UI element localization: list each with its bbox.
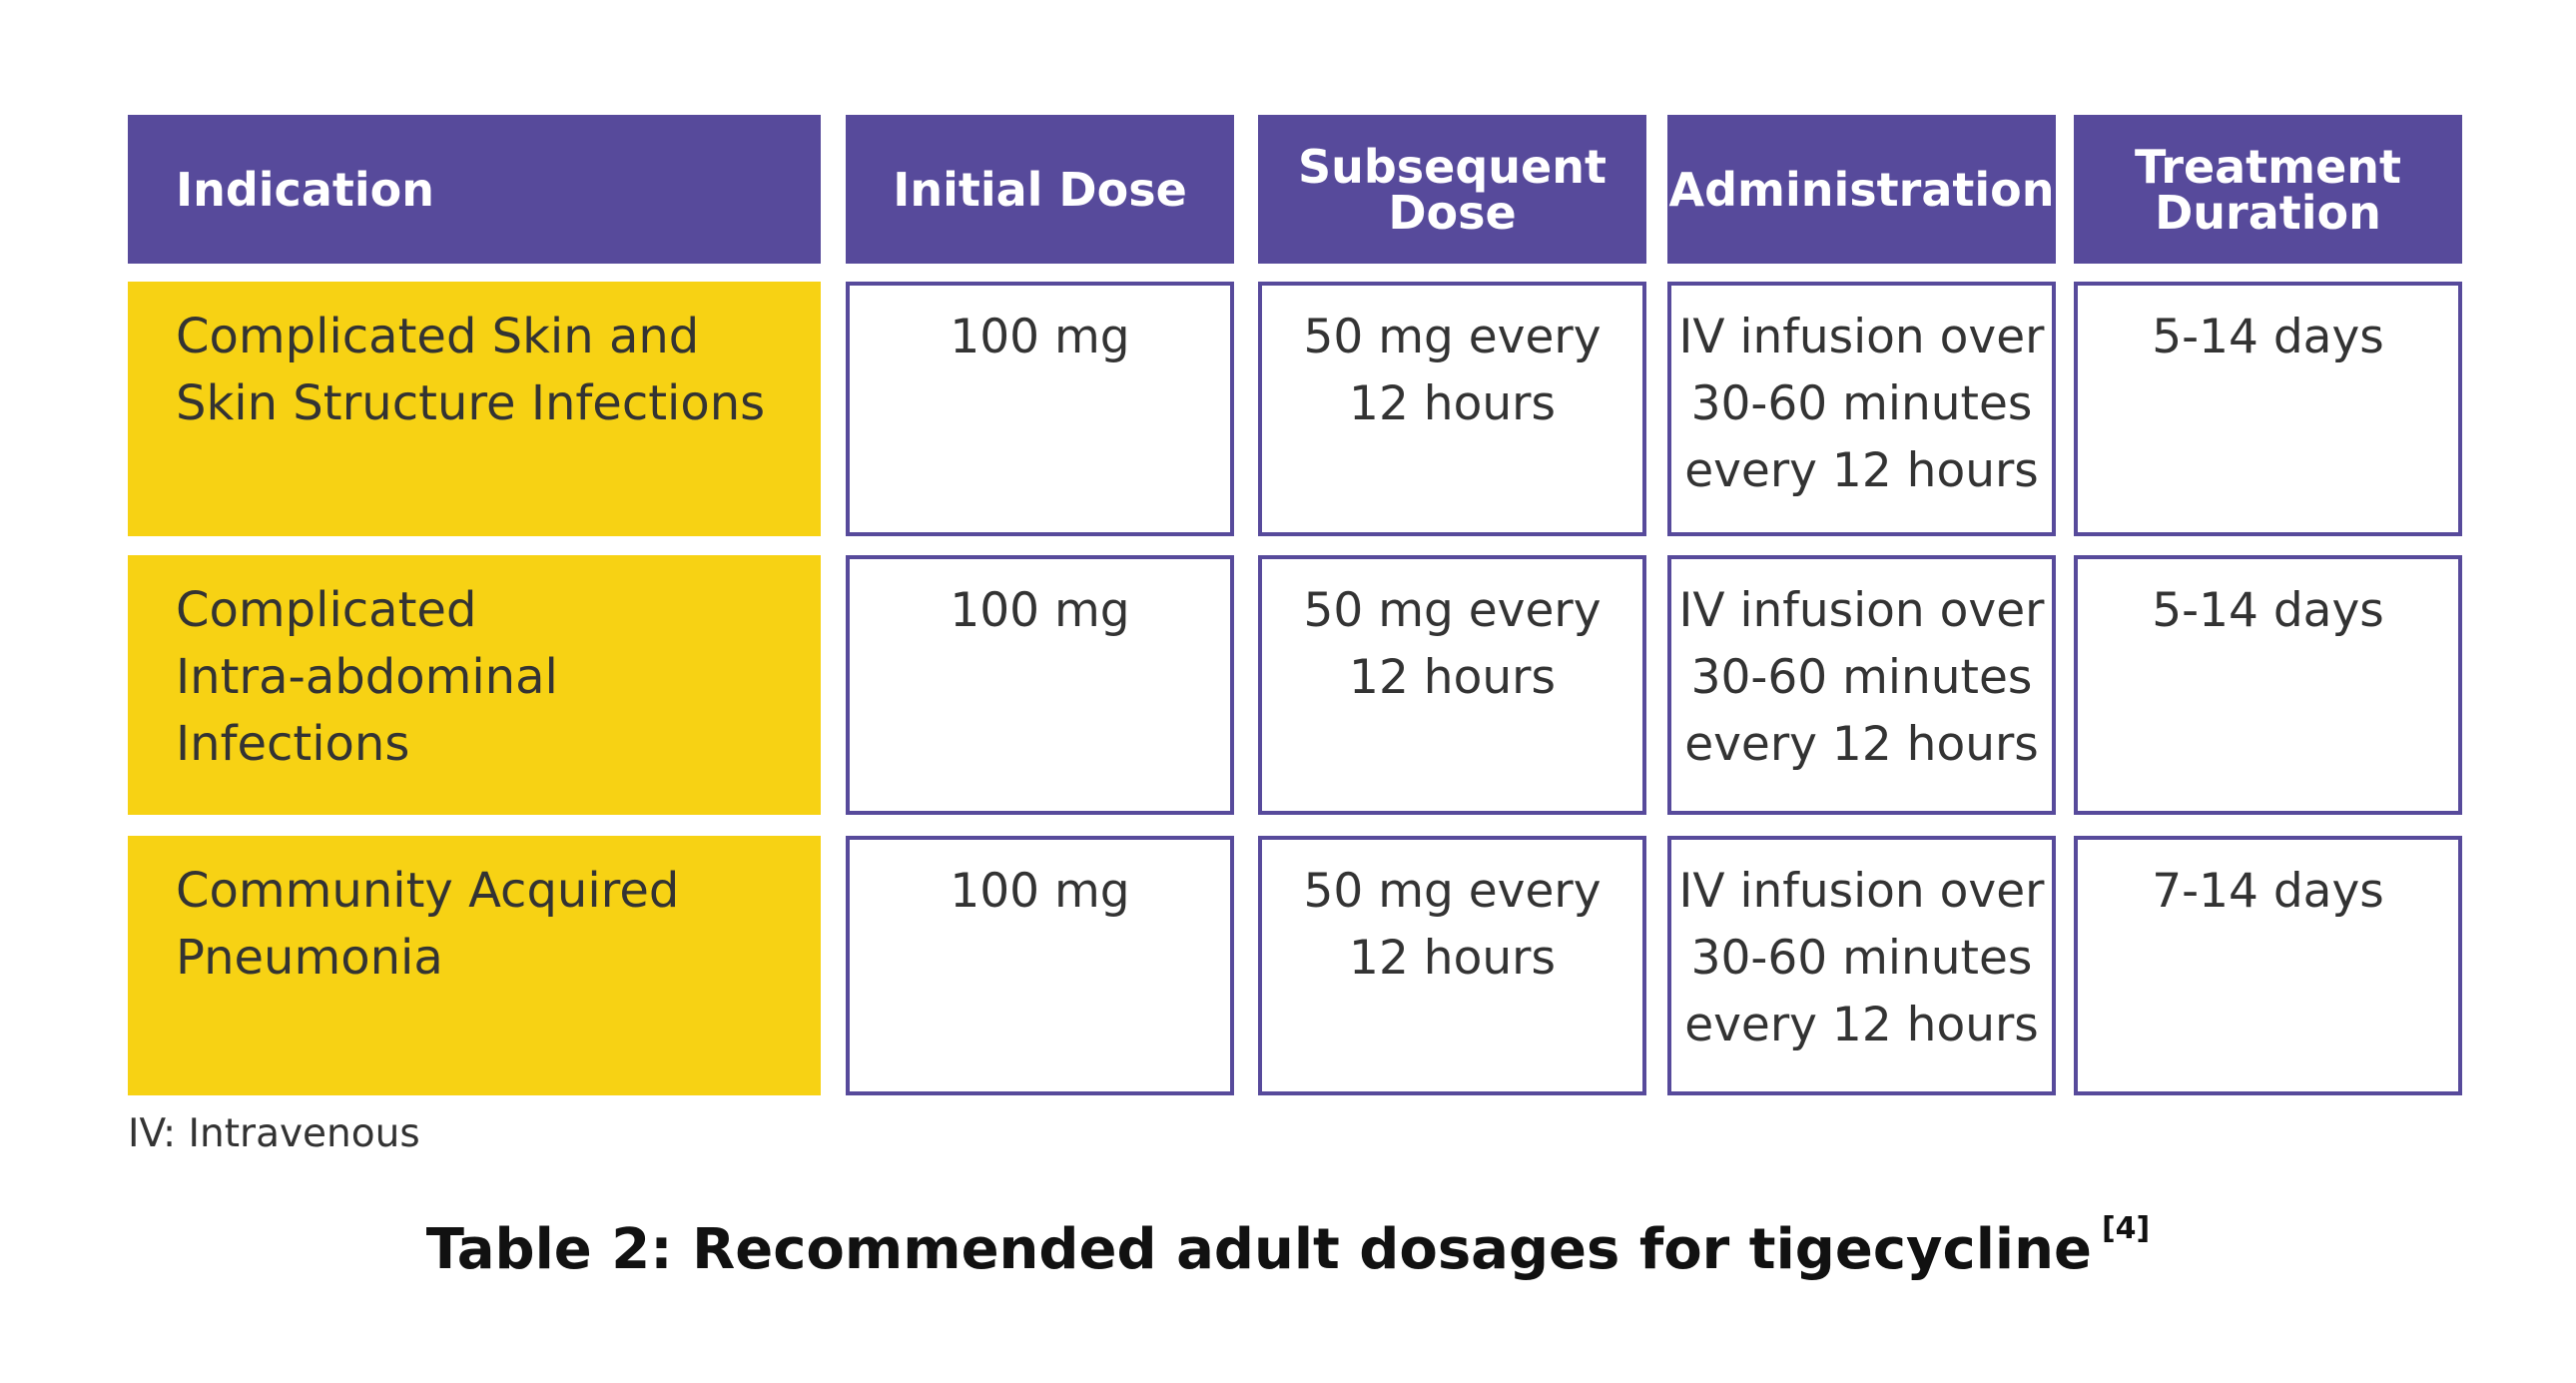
row-3-duration: 7-14 days [2074, 836, 2462, 1095]
row-3-initial-dose: 100 mg [846, 836, 1234, 1095]
row-2-initial-dose: 100 mg [846, 555, 1234, 815]
row-1-subsequent-dose: 50 mg every 12 hours [1258, 282, 1646, 536]
table-caption: Table 2: Recommended adult dosages for t… [0, 1211, 2576, 1282]
caption-reference: [4] [2101, 1211, 2151, 1246]
header-subsequent-dose: Subsequent Dose [1258, 115, 1646, 264]
header-indication: Indication [128, 115, 821, 264]
row-2-indication: Complicated Intra-abdominal Infections [128, 555, 821, 815]
header-indication-label: Indication [176, 162, 434, 217]
row-2-administration: IV infusion over 30-60 minutes every 12 … [1667, 555, 2056, 815]
row-1-initial-dose: 100 mg [846, 282, 1234, 536]
row-1-administration: IV infusion over 30-60 minutes every 12 … [1667, 282, 2056, 536]
header-initial-dose-label: Initial Dose [893, 162, 1187, 217]
row-3-administration: IV infusion over 30-60 minutes every 12 … [1667, 836, 2056, 1095]
row-3-indication: Community Acquired Pneumonia [128, 836, 821, 1095]
row-2-duration: 5-14 days [2074, 555, 2462, 815]
row-3-subsequent-dose: 50 mg every 12 hours [1258, 836, 1646, 1095]
caption-text: Table 2: Recommended adult dosages for t… [425, 1217, 2092, 1282]
header-subsequent-dose-label: Subsequent Dose [1298, 139, 1607, 240]
header-administration-label: Administration [1668, 162, 2055, 217]
row-1-duration: 5-14 days [2074, 282, 2462, 536]
header-initial-dose: Initial Dose [846, 115, 1234, 264]
row-1-indication: Complicated Skin and Skin Structure Infe… [128, 282, 821, 536]
row-2-subsequent-dose: 50 mg every 12 hours [1258, 555, 1646, 815]
header-administration: Administration [1667, 115, 2056, 264]
header-treatment-duration: Treatment Duration [2074, 115, 2462, 264]
header-treatment-duration-label: Treatment Duration [2134, 139, 2402, 240]
table-footnote: IV: Intravenous [128, 1111, 420, 1156]
